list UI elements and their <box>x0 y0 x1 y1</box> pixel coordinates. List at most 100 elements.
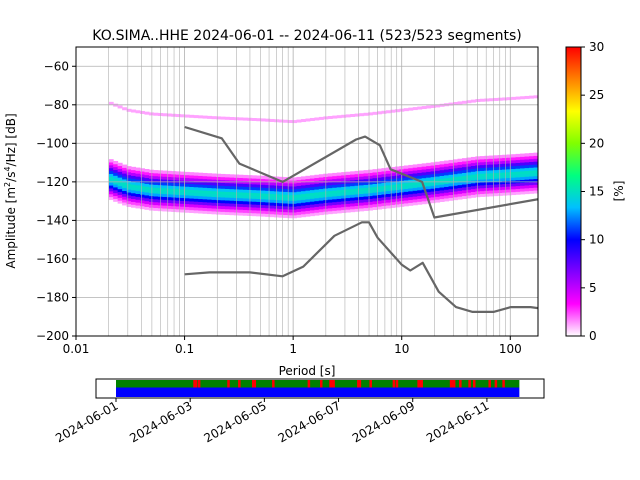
heatmap-cell <box>524 159 530 163</box>
heatmap-cell <box>153 170 159 174</box>
heatmap-cell <box>533 169 538 174</box>
heatmap-cell <box>224 174 230 178</box>
heatmap-cell <box>497 186 503 191</box>
heatmap-cell <box>520 173 526 178</box>
heatmap-cell <box>122 184 128 189</box>
heatmap-cell <box>108 185 114 189</box>
heatmap-cell <box>238 200 244 205</box>
heatmap-cell <box>162 173 168 177</box>
heatmap-cell <box>166 196 172 201</box>
heatmap-cell <box>216 116 221 120</box>
heatmap-cell <box>363 181 369 185</box>
heatmap-cell <box>408 202 414 206</box>
heatmap-cell <box>224 188 230 192</box>
heatmap-cell <box>305 190 311 194</box>
heatmap-cell <box>466 180 472 184</box>
heatmap-cell <box>220 194 226 198</box>
heatmap-cell <box>421 198 427 202</box>
heatmap-cell <box>122 196 128 200</box>
heatmap-cell <box>193 172 199 176</box>
heatmap-cell <box>131 204 137 208</box>
heatmap-cell <box>524 164 530 169</box>
heatmap-cell <box>453 167 459 172</box>
heatmap-cell <box>189 192 195 196</box>
heatmap-cell <box>448 197 454 201</box>
heatmap-cell <box>354 185 360 189</box>
heatmap-cell <box>198 204 204 208</box>
heatmap-cell <box>238 186 244 190</box>
heatmap-cell <box>180 206 186 210</box>
heatmap-cell <box>417 106 423 110</box>
heatmap-cell <box>305 213 311 217</box>
heatmap-cell <box>278 205 284 209</box>
heatmap-cell <box>260 175 266 180</box>
heatmap-cell <box>309 201 315 205</box>
heatmap-cell <box>175 206 181 210</box>
heatmap-cell <box>265 176 271 180</box>
heatmap-cell <box>506 97 512 101</box>
heatmap-cell <box>198 207 204 211</box>
heatmap-cell <box>435 187 441 192</box>
heatmap-cell <box>202 198 208 203</box>
heatmap-cell <box>408 179 414 183</box>
heatmap-cell <box>166 193 172 198</box>
heatmap-cell <box>524 161 530 166</box>
heatmap-cell <box>305 181 311 185</box>
heatmap-cell <box>175 114 181 118</box>
heatmap-cell <box>229 177 235 181</box>
heatmap-cell <box>162 182 168 186</box>
heatmap-cell <box>515 185 521 189</box>
heatmap-cell <box>461 192 467 197</box>
heatmap-cell <box>390 193 396 197</box>
heatmap-cell <box>207 181 213 186</box>
heatmap-cell <box>421 195 427 199</box>
heatmap-cell <box>296 185 302 189</box>
heatmap-cell <box>408 164 414 169</box>
heatmap-cell <box>354 176 360 180</box>
colorbar-label: [%] <box>612 181 626 202</box>
heatmap-cell <box>126 108 132 112</box>
heatmap-cell <box>113 178 119 182</box>
heatmap-cell <box>180 188 186 193</box>
heatmap-cell <box>180 194 186 199</box>
y-tick-label: −200 <box>36 329 69 343</box>
colorbar-tick-label: 0 <box>589 329 597 343</box>
heatmap-cell <box>274 208 280 212</box>
heatmap-cell <box>520 162 526 166</box>
heatmap-cell <box>377 197 382 201</box>
heatmap-cell <box>493 169 499 174</box>
heatmap-cell <box>175 185 181 190</box>
heatmap-cell <box>417 184 423 188</box>
heatmap-cell <box>305 201 311 206</box>
heatmap-cell <box>162 187 168 192</box>
colorbar-tick-label: 20 <box>589 136 604 150</box>
heatmap-cell <box>403 108 409 112</box>
heatmap-cell <box>417 169 423 173</box>
heatmap-cell <box>394 178 400 182</box>
heatmap-cell <box>439 169 445 174</box>
heatmap-cell <box>412 175 418 180</box>
heatmap-cell <box>300 187 306 192</box>
heatmap-cell <box>153 175 159 180</box>
heatmap-cell <box>359 187 365 192</box>
heatmap-cell <box>242 203 248 208</box>
heatmap-cell <box>520 191 526 195</box>
heatmap-cell <box>430 173 436 178</box>
heatmap-cell <box>117 171 123 175</box>
heatmap-cell <box>162 113 168 117</box>
heatmap-cell <box>457 164 463 168</box>
heatmap-cell <box>216 205 221 209</box>
heatmap-cell <box>207 184 213 189</box>
heatmap-cell <box>457 176 463 180</box>
heatmap-cell <box>497 181 503 185</box>
heatmap-cell <box>153 196 159 200</box>
heatmap-cell <box>283 211 289 216</box>
heatmap-cell <box>484 176 490 180</box>
heatmap-cell <box>385 182 391 186</box>
heatmap-cell <box>189 177 195 182</box>
heatmap-cell <box>488 175 494 180</box>
heatmap-cell <box>336 172 342 176</box>
heatmap-cell <box>461 172 467 176</box>
heatmap-cell <box>220 197 226 201</box>
heatmap-cell <box>511 168 517 172</box>
